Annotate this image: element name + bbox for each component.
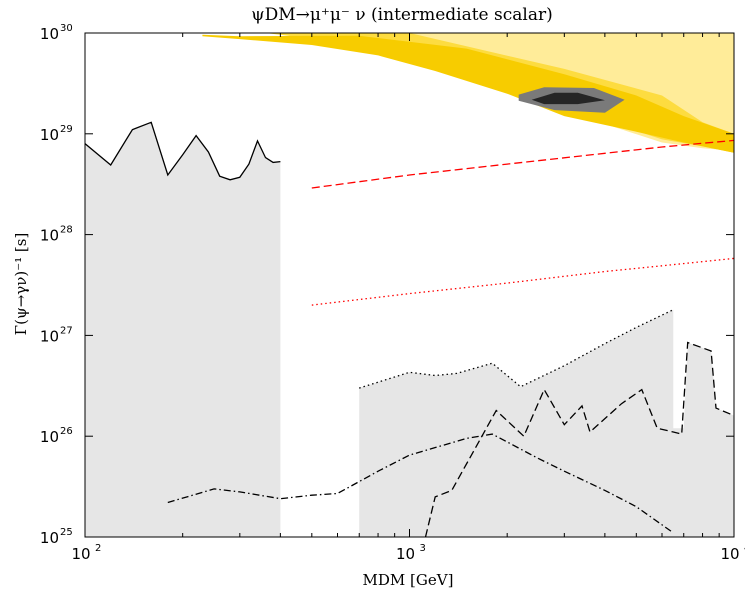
y-tick-exponent: 30 (60, 23, 73, 34)
x-tick-label: 10 (396, 545, 415, 563)
y-tick-label: 10 (40, 428, 59, 446)
series-line-3-dashed (424, 341, 734, 537)
x-tick-exponent: 2 (95, 543, 101, 554)
x-tick-label: 10 (720, 545, 739, 563)
y-tick-label: 10 (40, 126, 59, 144)
series-line-6-dotted (311, 257, 734, 306)
y-tick-exponent: 28 (60, 225, 73, 236)
x-tick-label: 10 (71, 545, 90, 563)
y-tick-label: 10 (40, 529, 59, 547)
x-axis-label: MDM [GeV] (363, 571, 454, 589)
y-tick-exponent: 27 (60, 325, 73, 336)
y-tick-exponent: 26 (60, 426, 73, 437)
excluded-region-high-mass-band (359, 309, 734, 537)
chart-regions (85, 33, 734, 537)
x-tick-exponent: 3 (420, 543, 426, 554)
series-line-5-dashed (311, 139, 734, 189)
fit-region-best-fit-core (531, 92, 605, 105)
series-line-1-solid (85, 121, 281, 181)
fit-region-inner (202, 34, 734, 153)
y-tick-exponent: 29 (60, 124, 73, 135)
y-tick-exponent: 25 (60, 527, 73, 538)
chart-title: ψDM→μ⁺μ⁻ ν (intermediate scalar) (251, 5, 552, 25)
y-tick-label: 10 (40, 227, 59, 245)
y-tick-label: 10 (40, 327, 59, 345)
y-axis-label: Γ(ψ→γν)⁻¹ [s] (12, 233, 30, 336)
fit-region-outer (133, 33, 734, 151)
y-tick-label: 10 (40, 25, 59, 43)
axis-ticks: 102103104102510261027102810291030 (40, 23, 745, 563)
chart-lines (85, 121, 734, 537)
excluded-region-low-mass-band (85, 122, 281, 537)
series-line-4-dash-dot (167, 433, 674, 534)
